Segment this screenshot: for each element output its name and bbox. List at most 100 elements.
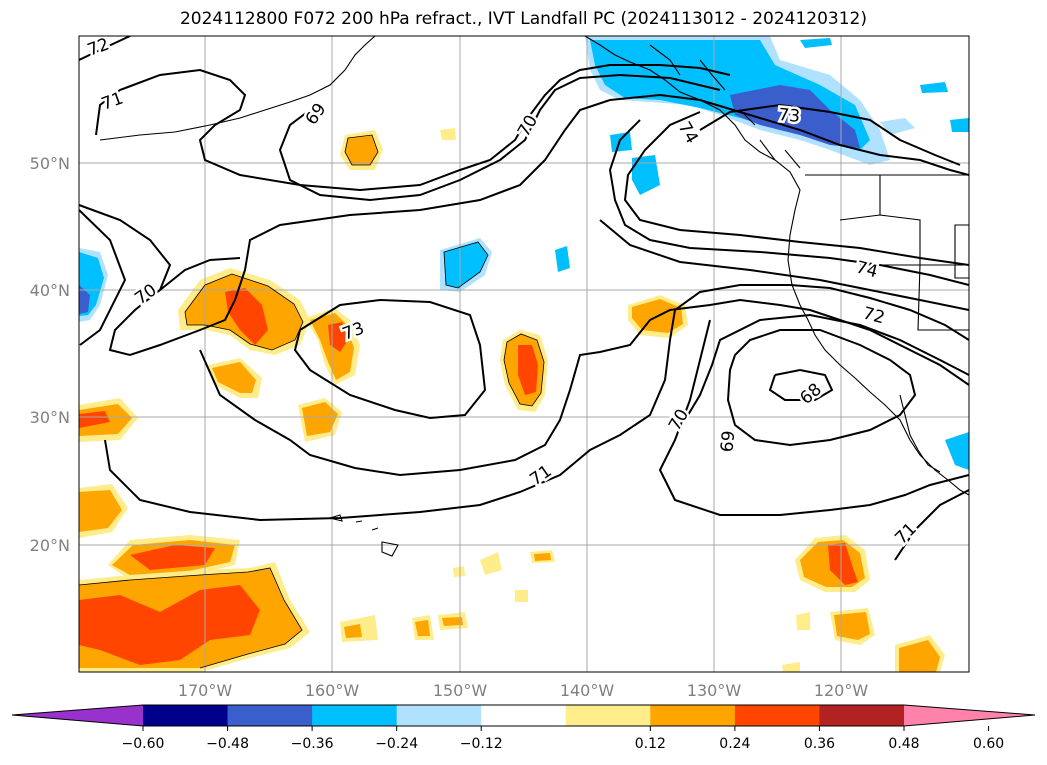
colorbar-tick-label: 0.60 (973, 736, 1004, 752)
positive-anomaly-region (79, 490, 122, 532)
negative-anomaly-region (730, 85, 860, 148)
positive-anomaly-region (834, 612, 870, 640)
lat-label: 40°N (30, 281, 70, 300)
positive-anomaly-region (515, 590, 528, 602)
negative-anomaly-region (79, 285, 90, 314)
colorbar-cell (481, 705, 567, 726)
positive-anomaly-region (453, 566, 465, 577)
contour-70-main (79, 93, 969, 357)
contour-71-mid (199, 298, 969, 477)
positive-anomaly-region (212, 362, 256, 393)
map-frame (78, 35, 970, 673)
contour-70-east (684, 313, 969, 421)
negative-anomaly-region (444, 242, 488, 288)
contour-70-west-loop (159, 257, 241, 291)
positive-anomaly-region (415, 620, 430, 636)
alaska-aleutian-coast (99, 36, 376, 141)
graticule (79, 36, 969, 672)
colorbar-tick-label: −0.24 (375, 736, 418, 752)
lat-label: 20°N (30, 536, 70, 555)
contour-73-north (608, 119, 969, 286)
colorbar-extend-min (12, 705, 143, 726)
map-panel: 72 71 69 70 73 74 73 70 74 72 68 69 70 7… (78, 32, 970, 673)
contour-70-south (104, 284, 969, 522)
lon-label: 140°W (560, 681, 615, 700)
positive-anomaly-region (442, 617, 463, 626)
positive-anomaly-region (534, 553, 551, 561)
alaska-south-coast (584, 36, 969, 496)
contour-69-loop (726, 329, 917, 447)
colorbar-cells (143, 705, 905, 726)
positive-anomaly-region (344, 624, 362, 638)
contour-68-loop (768, 368, 834, 401)
negative-anomaly-region (945, 432, 969, 470)
negative-anomaly-region (800, 38, 832, 48)
lat-label: 50°N (30, 154, 70, 173)
colorbar-tick-label: 0.12 (635, 736, 666, 752)
colorbar-tick-label: −0.12 (460, 736, 503, 752)
positive-anomaly-region (130, 545, 215, 570)
colorbar-cell (734, 705, 820, 726)
negative-anomaly-region (880, 118, 915, 135)
negative-anomaly-region (950, 118, 969, 132)
contour-69-loop (278, 73, 721, 202)
se-alaska-islands (649, 44, 801, 169)
lon-labels: 170°W 160°W 150°W 140°W 130°W 120°W (178, 681, 869, 700)
lon-label: 160°W (305, 681, 360, 700)
colorbar-tick-label: 0.24 (719, 736, 750, 752)
colorbar-cell (227, 705, 313, 726)
positive-anomaly-region (79, 411, 110, 428)
contour-70-inner (699, 103, 961, 166)
lon-label: 150°W (433, 681, 488, 700)
contour-71-east (658, 319, 969, 516)
negative-anomaly-region (610, 132, 632, 152)
colorbar-cell (565, 705, 651, 726)
contour-72-nw (79, 36, 131, 61)
positive-anomaly-region (828, 543, 858, 585)
colorbar-tick-label: 0.48 (888, 736, 919, 752)
contour-72-east (599, 219, 969, 311)
positive-anomaly-region (796, 612, 810, 630)
positive-anomaly-region (518, 345, 538, 395)
us-state-borders (839, 175, 969, 331)
contour-label: 69 (715, 430, 737, 453)
contour-73-loop (293, 298, 487, 420)
colorbar-tick-label: −0.48 (206, 736, 249, 752)
negative-anomaly-region (632, 155, 660, 195)
colorbar-tick-label: −0.60 (122, 736, 165, 752)
map-title: 2024112800 F072 200 hPa refract., IVT La… (179, 9, 867, 29)
positive-anomaly-region (225, 288, 268, 345)
positive-anomaly-region (302, 402, 338, 436)
colorbar-cell (312, 705, 398, 726)
baja-coast (899, 394, 941, 473)
colorbar-cell (819, 705, 905, 726)
colorbar-cell (650, 705, 736, 726)
lon-label: 130°W (687, 681, 742, 700)
positive-anomaly-region (899, 640, 940, 672)
contour-label: 73 (778, 105, 801, 127)
negative-anomaly-region (920, 82, 948, 93)
positive-anomaly-region (79, 585, 260, 665)
contour-72-mid (79, 209, 127, 346)
contour-lines (79, 36, 969, 561)
contour-71-north (95, 64, 731, 192)
colorbar-cell (143, 705, 229, 726)
positive-anomaly-region (440, 128, 456, 140)
lat-label: 30°N (30, 408, 70, 427)
positive-anomaly-region (782, 662, 800, 672)
contour-71-se (894, 489, 969, 561)
colorbar-extend-max (904, 705, 1035, 726)
colorbar: −0.60 −0.48 −0.36 −0.24 −0.12 0.12 0.24 0.36 0.4… (11, 704, 1036, 752)
colorbar-ticks: −0.60 −0.48 −0.36 −0.24 −0.12 0.12 0.24 0.36 0.4… (122, 726, 1004, 752)
lat-labels: 50°N 40°N 30°N 20°N (30, 154, 70, 555)
colorbar-tick-label: −0.36 (291, 736, 334, 752)
shaded-outlines (79, 134, 545, 669)
colorbar-cell (396, 705, 482, 726)
positive-anomaly-region (328, 322, 348, 352)
negative-anomaly-region (555, 246, 570, 272)
lon-label: 170°W (178, 681, 233, 700)
positive-anomaly-region (480, 552, 502, 575)
positive-anomaly-region (345, 135, 378, 165)
lon-label: 120°W (814, 681, 869, 700)
